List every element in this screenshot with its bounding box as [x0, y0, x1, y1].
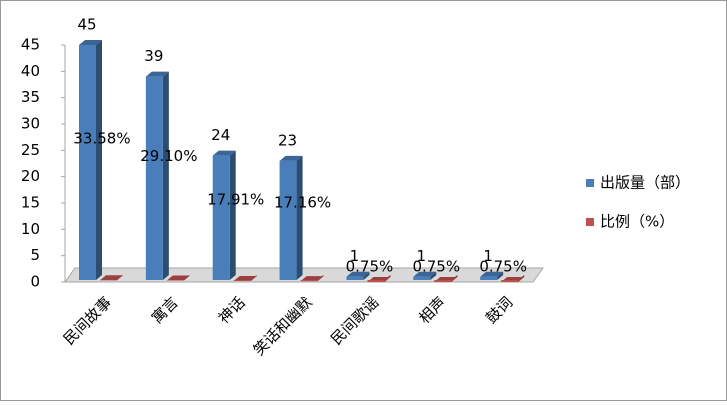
bar-front	[501, 280, 518, 282]
bar-front	[234, 280, 251, 281]
bar-side	[297, 156, 303, 280]
value-label: 39	[144, 47, 163, 65]
value-label: 33.58%	[73, 130, 130, 148]
value-label: 17.16%	[274, 194, 331, 212]
bar-front	[280, 161, 297, 280]
bar-front	[301, 280, 318, 281]
legend-swatch	[586, 218, 594, 226]
bar	[79, 40, 102, 280]
bar-side	[230, 151, 236, 280]
bar-front	[480, 277, 497, 280]
legend-label: 比例（%）	[600, 213, 674, 231]
value-label: 24	[211, 126, 230, 144]
value-label: 0.75%	[479, 258, 527, 276]
y-tick-label: 5	[30, 246, 40, 264]
legend-label: 出版量（部）	[600, 174, 690, 192]
y-tick-label: 45	[21, 36, 40, 54]
y-tick-label: 30	[21, 115, 40, 133]
y-tick-label: 10	[21, 220, 40, 238]
y-tick-label: 15	[21, 194, 40, 212]
value-label: 23	[278, 131, 297, 149]
bar-side	[96, 40, 102, 280]
bar-side	[163, 72, 169, 280]
bar-front	[79, 45, 96, 280]
y-tick-label: 0	[30, 273, 40, 291]
bar	[280, 156, 303, 280]
bar-front	[146, 77, 163, 280]
y-tick-label: 40	[21, 62, 40, 80]
bar	[213, 151, 236, 280]
bar-front	[434, 280, 451, 282]
value-label: 29.10%	[140, 147, 197, 165]
value-label: 0.75%	[346, 258, 394, 276]
bar	[146, 72, 169, 280]
legend-swatch	[586, 179, 594, 187]
y-tick-label: 25	[21, 141, 40, 159]
y-tick-label: 20	[21, 167, 40, 185]
value-label: 0.75%	[412, 258, 460, 276]
bar-front	[346, 277, 363, 280]
bar-front	[367, 280, 384, 282]
value-label: 17.91%	[207, 191, 264, 209]
bar-front	[213, 156, 230, 280]
value-label: 45	[77, 16, 96, 34]
bar-front	[413, 277, 430, 280]
y-tick-label: 35	[21, 88, 40, 106]
